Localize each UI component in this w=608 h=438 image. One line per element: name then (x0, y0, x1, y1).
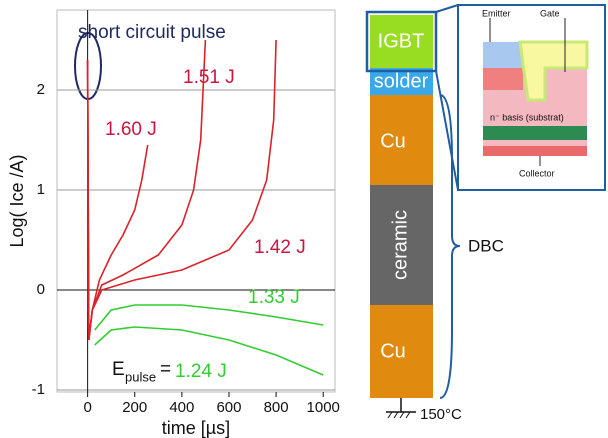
inset-link (436, 5, 458, 12)
collector-region (483, 146, 587, 156)
pulse-subscript: pulse (125, 369, 156, 384)
layer-label: Cu (380, 340, 406, 362)
inset-label: n⁻ basis (substrat) (490, 112, 564, 122)
layer-label: ceramic (389, 210, 411, 280)
page: {"chart_data": {"type": "line", "xlabel"… (0, 0, 608, 438)
y-tick-label: 2 (37, 81, 45, 98)
inset-label: Gate (540, 8, 560, 18)
ground-hatch (388, 412, 410, 418)
x-tick-label: 600 (216, 399, 241, 416)
series-label: 1.42 J (254, 237, 306, 258)
series-label: 1.51 J (183, 67, 235, 88)
dbc-label: DBC (468, 236, 504, 255)
y-tick-label: 0 (37, 281, 45, 298)
x-tick-label: 0 (83, 399, 91, 416)
field-stop (483, 126, 587, 140)
emitter-region (483, 68, 523, 90)
pulse-symbol: E (112, 359, 125, 380)
x-tick-label: 800 (264, 399, 289, 416)
series-label: 1.33 J (248, 287, 300, 308)
temperature: 150°C (420, 406, 462, 423)
inset-label: Collector (519, 168, 555, 178)
inset-link (436, 71, 458, 190)
series-label: 1.60 J (105, 119, 157, 140)
series-label: 1.24 J (175, 361, 227, 382)
annotation: short circuit pulse (78, 22, 226, 43)
y-tick-label: -1 (32, 381, 45, 398)
x-tick-label: 200 (122, 399, 147, 416)
layer-label: Cu (380, 130, 406, 152)
y-tick-label: 1 (37, 181, 45, 198)
x-tick-label: 400 (169, 399, 194, 416)
inset-label: Emitter (482, 8, 511, 18)
series-line (95, 305, 324, 330)
x-axis-label: time [µs] (162, 418, 230, 438)
x-tick-label: 1000 (307, 399, 340, 416)
y-axis-label: Log( Ice /A) (7, 154, 27, 247)
figure: short circuit pulse time [µs] Log( Ice /… (0, 0, 608, 438)
chart: -1 0 1 2 0 200 400 600 800 1000 1.60 J 1.51 J 1.42 J… (32, 10, 340, 416)
pulse-equals: = (160, 359, 171, 380)
layer-label: IGBT (378, 30, 425, 52)
layer-label: solder (374, 70, 429, 92)
